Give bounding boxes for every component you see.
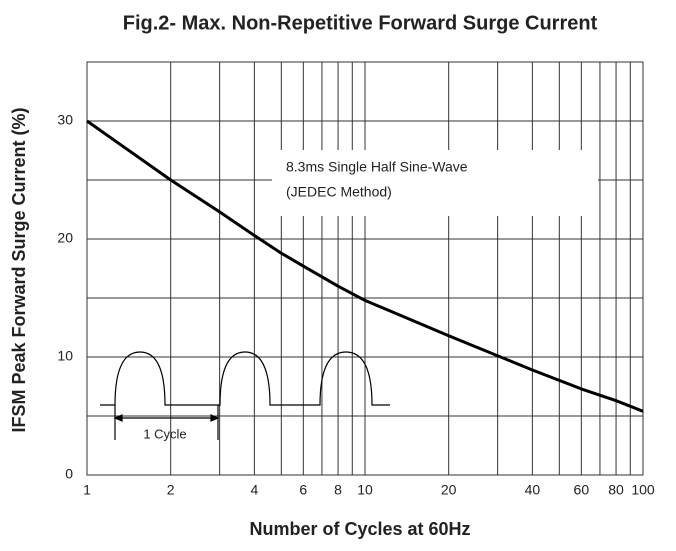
y-tick-label: 20 xyxy=(57,230,73,246)
annotation: 1 Cycle xyxy=(143,426,186,441)
annotation-box xyxy=(272,150,598,216)
y-tick-label: 10 xyxy=(57,348,73,364)
y-tick-label: 30 xyxy=(57,112,73,128)
y-tick-label: 0 xyxy=(65,466,73,482)
annotation: (JEDEC Method) xyxy=(286,184,392,200)
annotation: 8.3ms Single Half Sine-Wave xyxy=(286,159,468,175)
data-line xyxy=(86,119,644,413)
grid xyxy=(86,61,644,476)
x-tick-label: 60 xyxy=(574,482,590,498)
x-tick-label: 100 xyxy=(631,482,655,498)
x-tick-label: 80 xyxy=(608,482,624,498)
x-tick-label: 6 xyxy=(299,482,307,498)
chart-title: Fig.2- Max. Non-Repetitive Forward Surge… xyxy=(123,12,598,34)
x-axis-label: Number of Cycles at 60Hz xyxy=(249,519,470,539)
y-axis-label: IFSM Peak Forward Surge Current (%) xyxy=(9,107,29,432)
x-tick-label: 2 xyxy=(167,482,175,498)
waveform-inset xyxy=(100,351,390,440)
x-tick-label: 8 xyxy=(334,482,342,498)
x-tick-label: 4 xyxy=(250,482,258,498)
x-tick-label: 10 xyxy=(357,482,373,498)
x-tick-label: 20 xyxy=(441,482,457,498)
x-tick-label: 1 xyxy=(83,482,91,498)
x-tick-label: 40 xyxy=(525,482,541,498)
